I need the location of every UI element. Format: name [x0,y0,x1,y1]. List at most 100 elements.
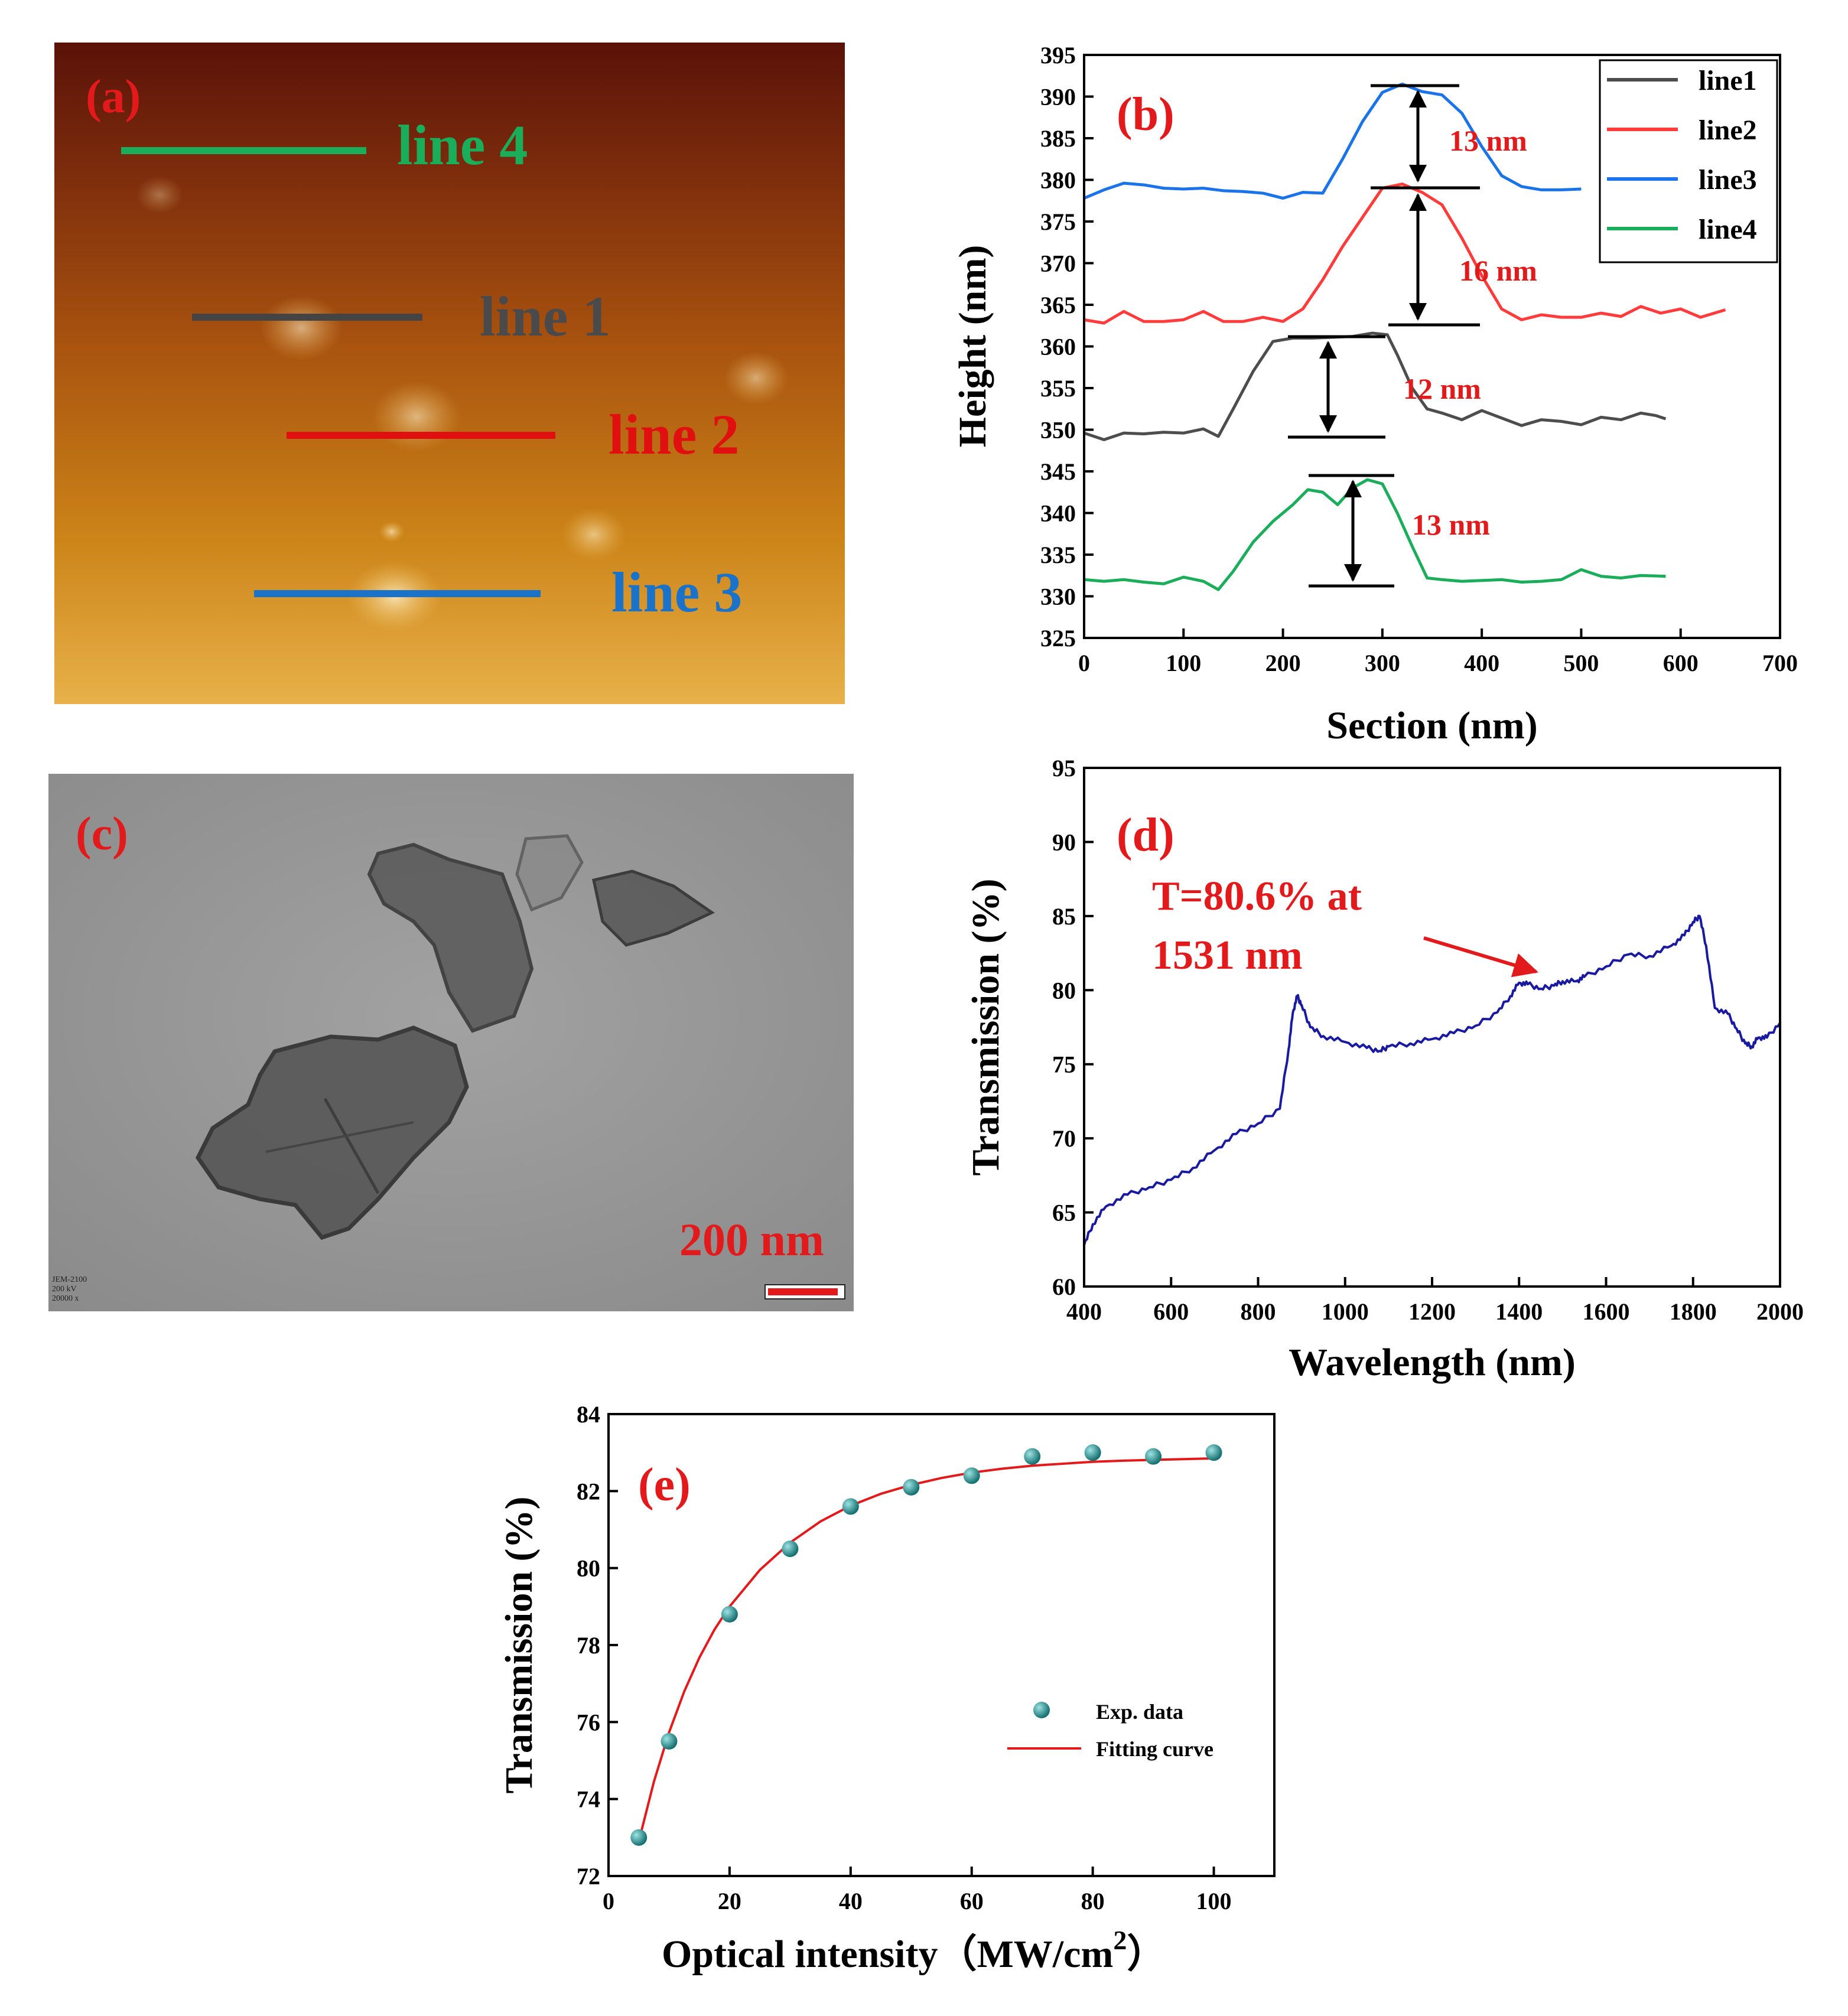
y-tick-label: 385 [1040,125,1076,152]
y-tick-label: 76 [577,1709,600,1735]
x-tick-label: 700 [1762,650,1798,676]
y-tick-label: 330 [1040,584,1076,610]
data-point [1024,1448,1041,1465]
scale-bar-label: 200 nm [679,1214,824,1265]
y-tick-label: 78 [577,1632,600,1659]
tem-info-line-1: JEM-2100 [52,1275,87,1284]
series-line3 [1084,82,1582,200]
data-point [721,1605,738,1623]
series-line1 [1084,331,1667,441]
y-tick-label: 345 [1040,458,1076,485]
data-point [842,1498,859,1515]
annotation-12nm: 12 nm [1403,372,1481,405]
tem-info-line-2: 200 kV [52,1285,77,1294]
y-tick-label: 75 [1052,1051,1076,1078]
panel-d-x-axis-title: Wavelength (nm) [1289,1341,1576,1384]
x-tick-label: 80 [1081,1888,1105,1914]
x-tick-label: 200 [1265,650,1301,676]
panel-e-legend: Exp. data Fitting curve [1007,1700,1213,1761]
tem-flake [592,869,715,947]
x-tick-label: 1800 [1670,1298,1717,1325]
panel-b-chart: 325 330 335 340 345 350 355 360 365 370 375 380 385 3… [951,42,1798,747]
x-tick-label: 800 [1241,1298,1276,1325]
y-tick-label: 350 [1040,417,1076,444]
x-tick-label: 100 [1196,1888,1232,1914]
height-markers [1288,84,1480,588]
data-point [963,1467,980,1484]
annotation-16nm: 16 nm [1459,254,1537,287]
x-tick-label: 300 [1365,650,1400,676]
series-transmission [1083,914,1781,1246]
annotation-text-line-2: 1531 nm [1152,933,1303,978]
x-tick-label: 40 [839,1888,863,1914]
y-tick-label: 80 [1052,977,1076,1004]
panel-e-x-ticks: 0 20 40 60 80 100 [603,1867,1232,1914]
legend-label-line4: line4 [1699,214,1757,245]
panel-a-label: (a) [86,71,141,123]
tem-flake [515,834,584,912]
x-tick-label: 0 [603,1888,614,1914]
data-point [630,1829,648,1846]
x-tick-label: 100 [1166,650,1201,676]
legend-label-line1: line1 [1699,65,1757,96]
y-tick-label: 90 [1052,829,1076,855]
series-fitting-curve [637,1457,1214,1842]
y-tick-label: 375 [1040,209,1076,235]
panel-b-y-ticks: 325 330 335 340 345 350 355 360 365 370 375 380 385 3… [1040,42,1094,652]
panel-e-y-ticks: 72 74 76 78 80 82 84 [577,1401,618,1890]
panel-e-series [630,1444,1222,1846]
legend-label-exp-data: Exp. data [1096,1700,1183,1724]
y-tick-label: 380 [1040,167,1076,194]
afm-particle [561,508,626,561]
x-tick-label: 20 [718,1888,741,1914]
panel-b-label: (b) [1117,89,1174,141]
legend-marker-exp-data [1033,1702,1050,1718]
scale-bar [768,1288,838,1295]
data-point [1145,1448,1162,1465]
data-point [661,1732,678,1750]
annotation-arrow [1423,936,1539,978]
tem-wrinkle [265,1121,414,1153]
x-tick-label: 1600 [1583,1298,1630,1325]
panel-e-chart: 72 74 76 78 80 82 84 0 20 40 60 80 100 (e) Transmis… [497,1401,1276,1976]
y-tick-label: 72 [577,1863,600,1890]
series-line4 [1084,478,1666,591]
panel-d-series [1083,914,1781,1246]
y-tick-label: 325 [1040,625,1076,652]
panel-e-x-axis-title-sup: 2 [1113,1925,1127,1955]
y-tick-label: 395 [1040,42,1076,69]
annotation-13nm-a: 13 nm [1449,124,1527,157]
panel-e-frame [607,1413,1276,1877]
x-tick-label: 2000 [1756,1298,1804,1325]
afm-line-3-label: line 3 [611,561,742,624]
panel-d-chart: 60 65 70 75 80 85 90 95 400 600 800 1000 1200 1400 16… [964,755,1804,1384]
data-point [903,1478,920,1496]
y-tick-label: 370 [1040,250,1076,277]
y-tick-label: 360 [1040,334,1076,360]
panel-c-label: (c) [76,808,128,860]
panel-d-label: (d) [1117,809,1174,861]
panel-e-label: (e) [638,1459,691,1511]
tem-wrinkle [323,1097,380,1194]
panel-a-afm: (a) line 4 line 1 line 2 line 3 [54,43,845,704]
afm-particle [260,295,343,360]
afm-particle [136,176,183,214]
panel-b-frame [1083,54,1781,639]
y-tick-label: 74 [577,1786,600,1813]
x-tick-label: 1200 [1408,1298,1456,1325]
panel-b-legend: line1 line2 line3 line4 [1599,59,1778,263]
data-point [782,1541,799,1558]
panel-d-x-ticks: 400 600 800 1000 1200 1400 1600 1800 2000 [1066,1277,1804,1325]
panel-c-tem: (c) 200 nm JEM-2100 200 kV 20000 x [48,774,854,1311]
panel-d-y-ticks: 60 65 70 75 80 85 90 95 [1052,755,1094,1300]
x-tick-label: 600 [1153,1298,1189,1325]
x-tick-label: 1000 [1322,1298,1369,1325]
y-tick-label: 80 [577,1555,600,1582]
afm-particle [372,381,461,452]
panel-e-x-axis-title-end: ） [1127,1932,1166,1976]
x-tick-label: 1400 [1495,1298,1543,1325]
afm-line-2-label: line 2 [609,403,739,466]
y-tick-label: 340 [1040,500,1076,527]
y-tick-label: 390 [1040,84,1076,110]
